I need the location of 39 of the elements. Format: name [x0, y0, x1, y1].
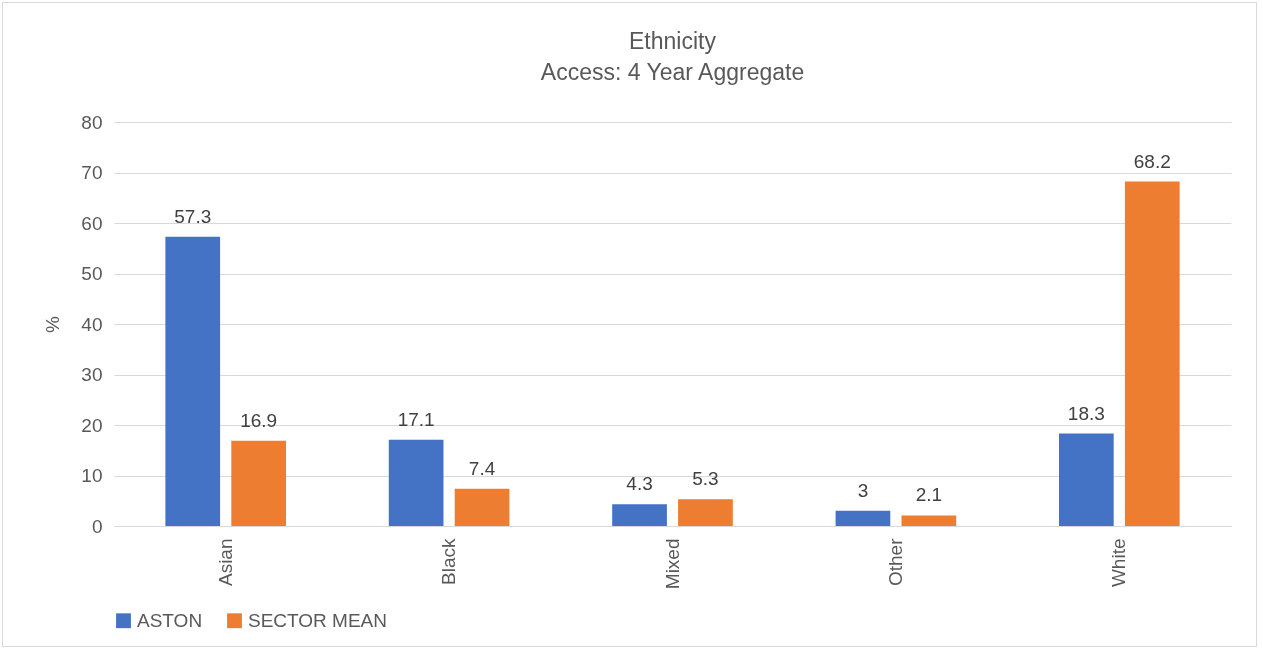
- bar: [1058, 433, 1114, 526]
- chart-subtitle: Access: 4 Year Aggregate: [540, 59, 805, 85]
- x-tick-label: Black: [438, 538, 460, 585]
- bar: [388, 439, 444, 526]
- bar: [165, 236, 221, 526]
- y-tick-label: 40: [81, 313, 103, 335]
- bar: [231, 440, 287, 526]
- bar: [1124, 181, 1180, 526]
- y-axis-title: %: [42, 315, 64, 333]
- data-label: 57.3: [174, 205, 212, 227]
- x-tick-label: Other: [884, 537, 906, 587]
- data-label: 7.4: [468, 457, 496, 479]
- y-tick-label: 80: [81, 111, 103, 133]
- data-label: 68.2: [1133, 150, 1171, 172]
- y-tick-label: 70: [81, 162, 103, 183]
- y-tick-label: 30: [81, 364, 103, 385]
- legend-label: ASTON: [137, 609, 203, 631]
- x-tick-label: White: [1108, 538, 1130, 588]
- data-label: 3: [857, 479, 869, 501]
- data-label: 18.3: [1067, 402, 1105, 424]
- bar: [678, 499, 733, 526]
- bar: [835, 510, 891, 526]
- chart-title: Ethnicity: [629, 28, 717, 54]
- y-tick-label: 60: [81, 212, 103, 234]
- data-label: 17.1: [397, 408, 435, 430]
- bar: [612, 504, 667, 526]
- bar: [454, 488, 510, 526]
- legend-label: SECTOR MEAN: [248, 609, 388, 631]
- x-tick-label: Asian: [214, 538, 236, 587]
- x-tick-label: Mixed: [661, 538, 683, 590]
- y-tick-label: 0: [91, 515, 103, 537]
- data-label: 2.1: [915, 484, 943, 506]
- bar: [901, 515, 957, 526]
- data-label: 16.9: [240, 409, 278, 431]
- y-tick-label: 50: [81, 263, 103, 284]
- data-label: 5.3: [692, 468, 719, 490]
- y-tick-label: 10: [81, 465, 103, 486]
- y-tick-label: 20: [81, 414, 103, 436]
- data-label: 4.3: [626, 473, 653, 495]
